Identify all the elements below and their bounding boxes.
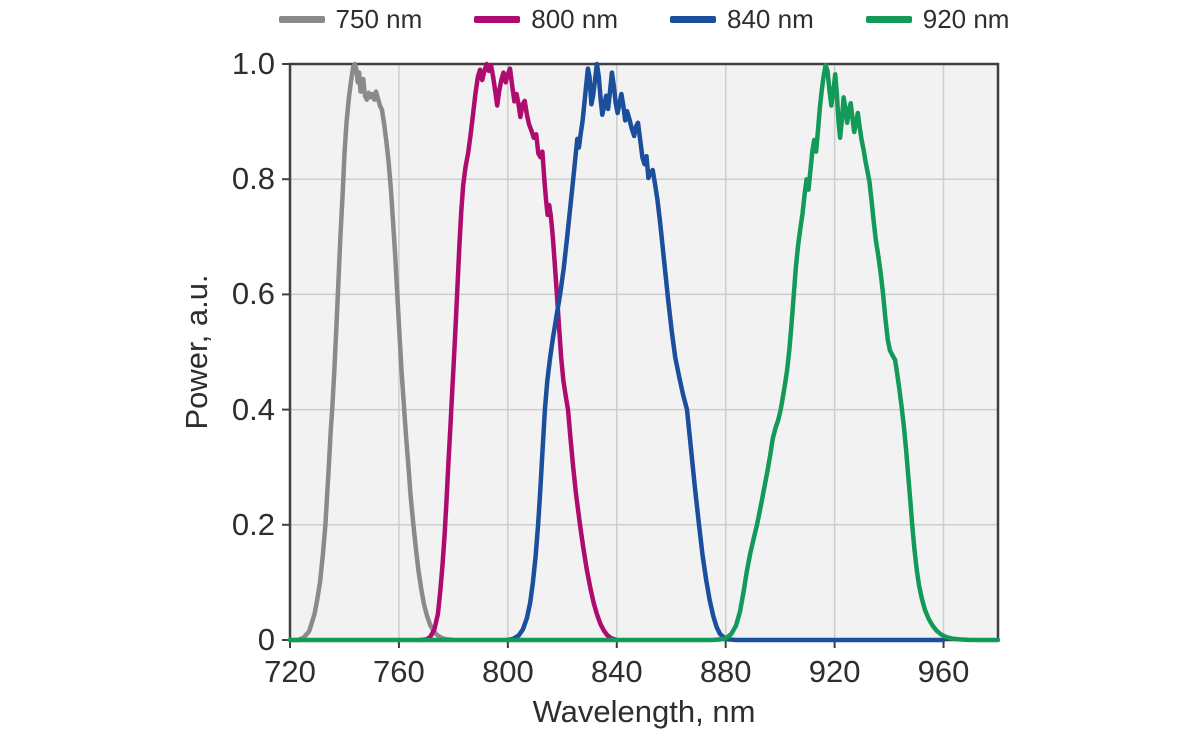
x-tick-label: 760	[373, 654, 425, 689]
legend-label: 840 nm	[727, 4, 814, 34]
legend: 750 nm 800 nm 840 nm 920 nm	[278, 4, 1009, 35]
x-tick-label: 960	[917, 654, 970, 689]
legend-swatch-icon	[278, 16, 325, 23]
x-tick-label: 920	[808, 654, 861, 689]
legend-label: 750 nm	[335, 4, 423, 34]
legend-item: 750 nm	[278, 4, 423, 35]
legend-label: 800 nm	[531, 4, 618, 34]
series-line-840-nm	[505, 61, 946, 643]
x-tick-label: 720	[264, 654, 316, 689]
x-tick-label: 800	[481, 654, 534, 689]
series-line-800-nm	[418, 61, 620, 643]
legend-item: 800 nm	[474, 4, 618, 35]
x-tick-label: 880	[699, 654, 752, 689]
y-tick-label: 0	[257, 622, 275, 657]
y-tick-label: 0.2	[231, 506, 275, 542]
y-tick-label: 0.6	[231, 276, 275, 312]
legend-item: 920 nm	[865, 4, 1010, 35]
legend-item: 840 nm	[670, 4, 814, 35]
y-axis-title: Power, a.u.	[179, 274, 214, 430]
y-tick-label: 1.0	[231, 46, 275, 81]
legend-swatch-icon	[865, 16, 912, 23]
legend-swatch-icon	[474, 16, 521, 23]
series-line-750-nm	[287, 61, 456, 643]
x-axis-title: Wavelength, nm	[532, 694, 756, 729]
legend-label: 920 nm	[922, 4, 1010, 34]
legend-swatch-icon	[670, 16, 716, 23]
x-tick-label: 840	[590, 654, 643, 689]
series-line-920-nm	[287, 62, 1001, 643]
y-tick-label: 0.8	[231, 161, 275, 197]
y-tick-label: 0.4	[231, 391, 275, 427]
